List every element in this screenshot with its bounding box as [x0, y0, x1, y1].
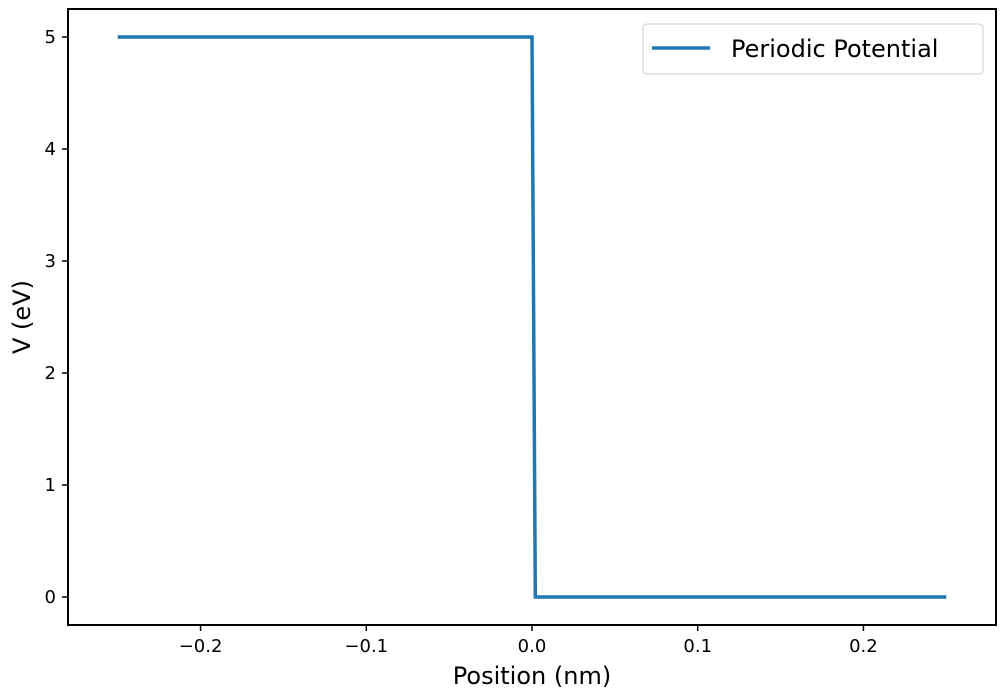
- y-tick-label: 0: [45, 587, 56, 608]
- y-tick-label: 4: [45, 139, 56, 160]
- y-tick-label: 2: [45, 363, 56, 384]
- plot-frame: [67, 8, 997, 626]
- y-tick-label: 5: [45, 27, 56, 48]
- legend-label: Periodic Potential: [731, 35, 938, 63]
- x-tick-label: 0.1: [683, 636, 712, 657]
- y-tick-label: 3: [45, 251, 56, 272]
- x-tick-label: −0.1: [344, 636, 388, 657]
- x-tick-label: 0.0: [518, 636, 547, 657]
- line: [117, 35, 947, 599]
- x-tick-label: 0.2: [849, 636, 878, 657]
- x-axis-label: Position (nm): [453, 662, 611, 690]
- y-tick-label: 1: [45, 475, 56, 496]
- y-axis-label: V (eV): [8, 280, 36, 354]
- x-tick-label: −0.2: [179, 636, 223, 657]
- legend-box: [642, 23, 984, 75]
